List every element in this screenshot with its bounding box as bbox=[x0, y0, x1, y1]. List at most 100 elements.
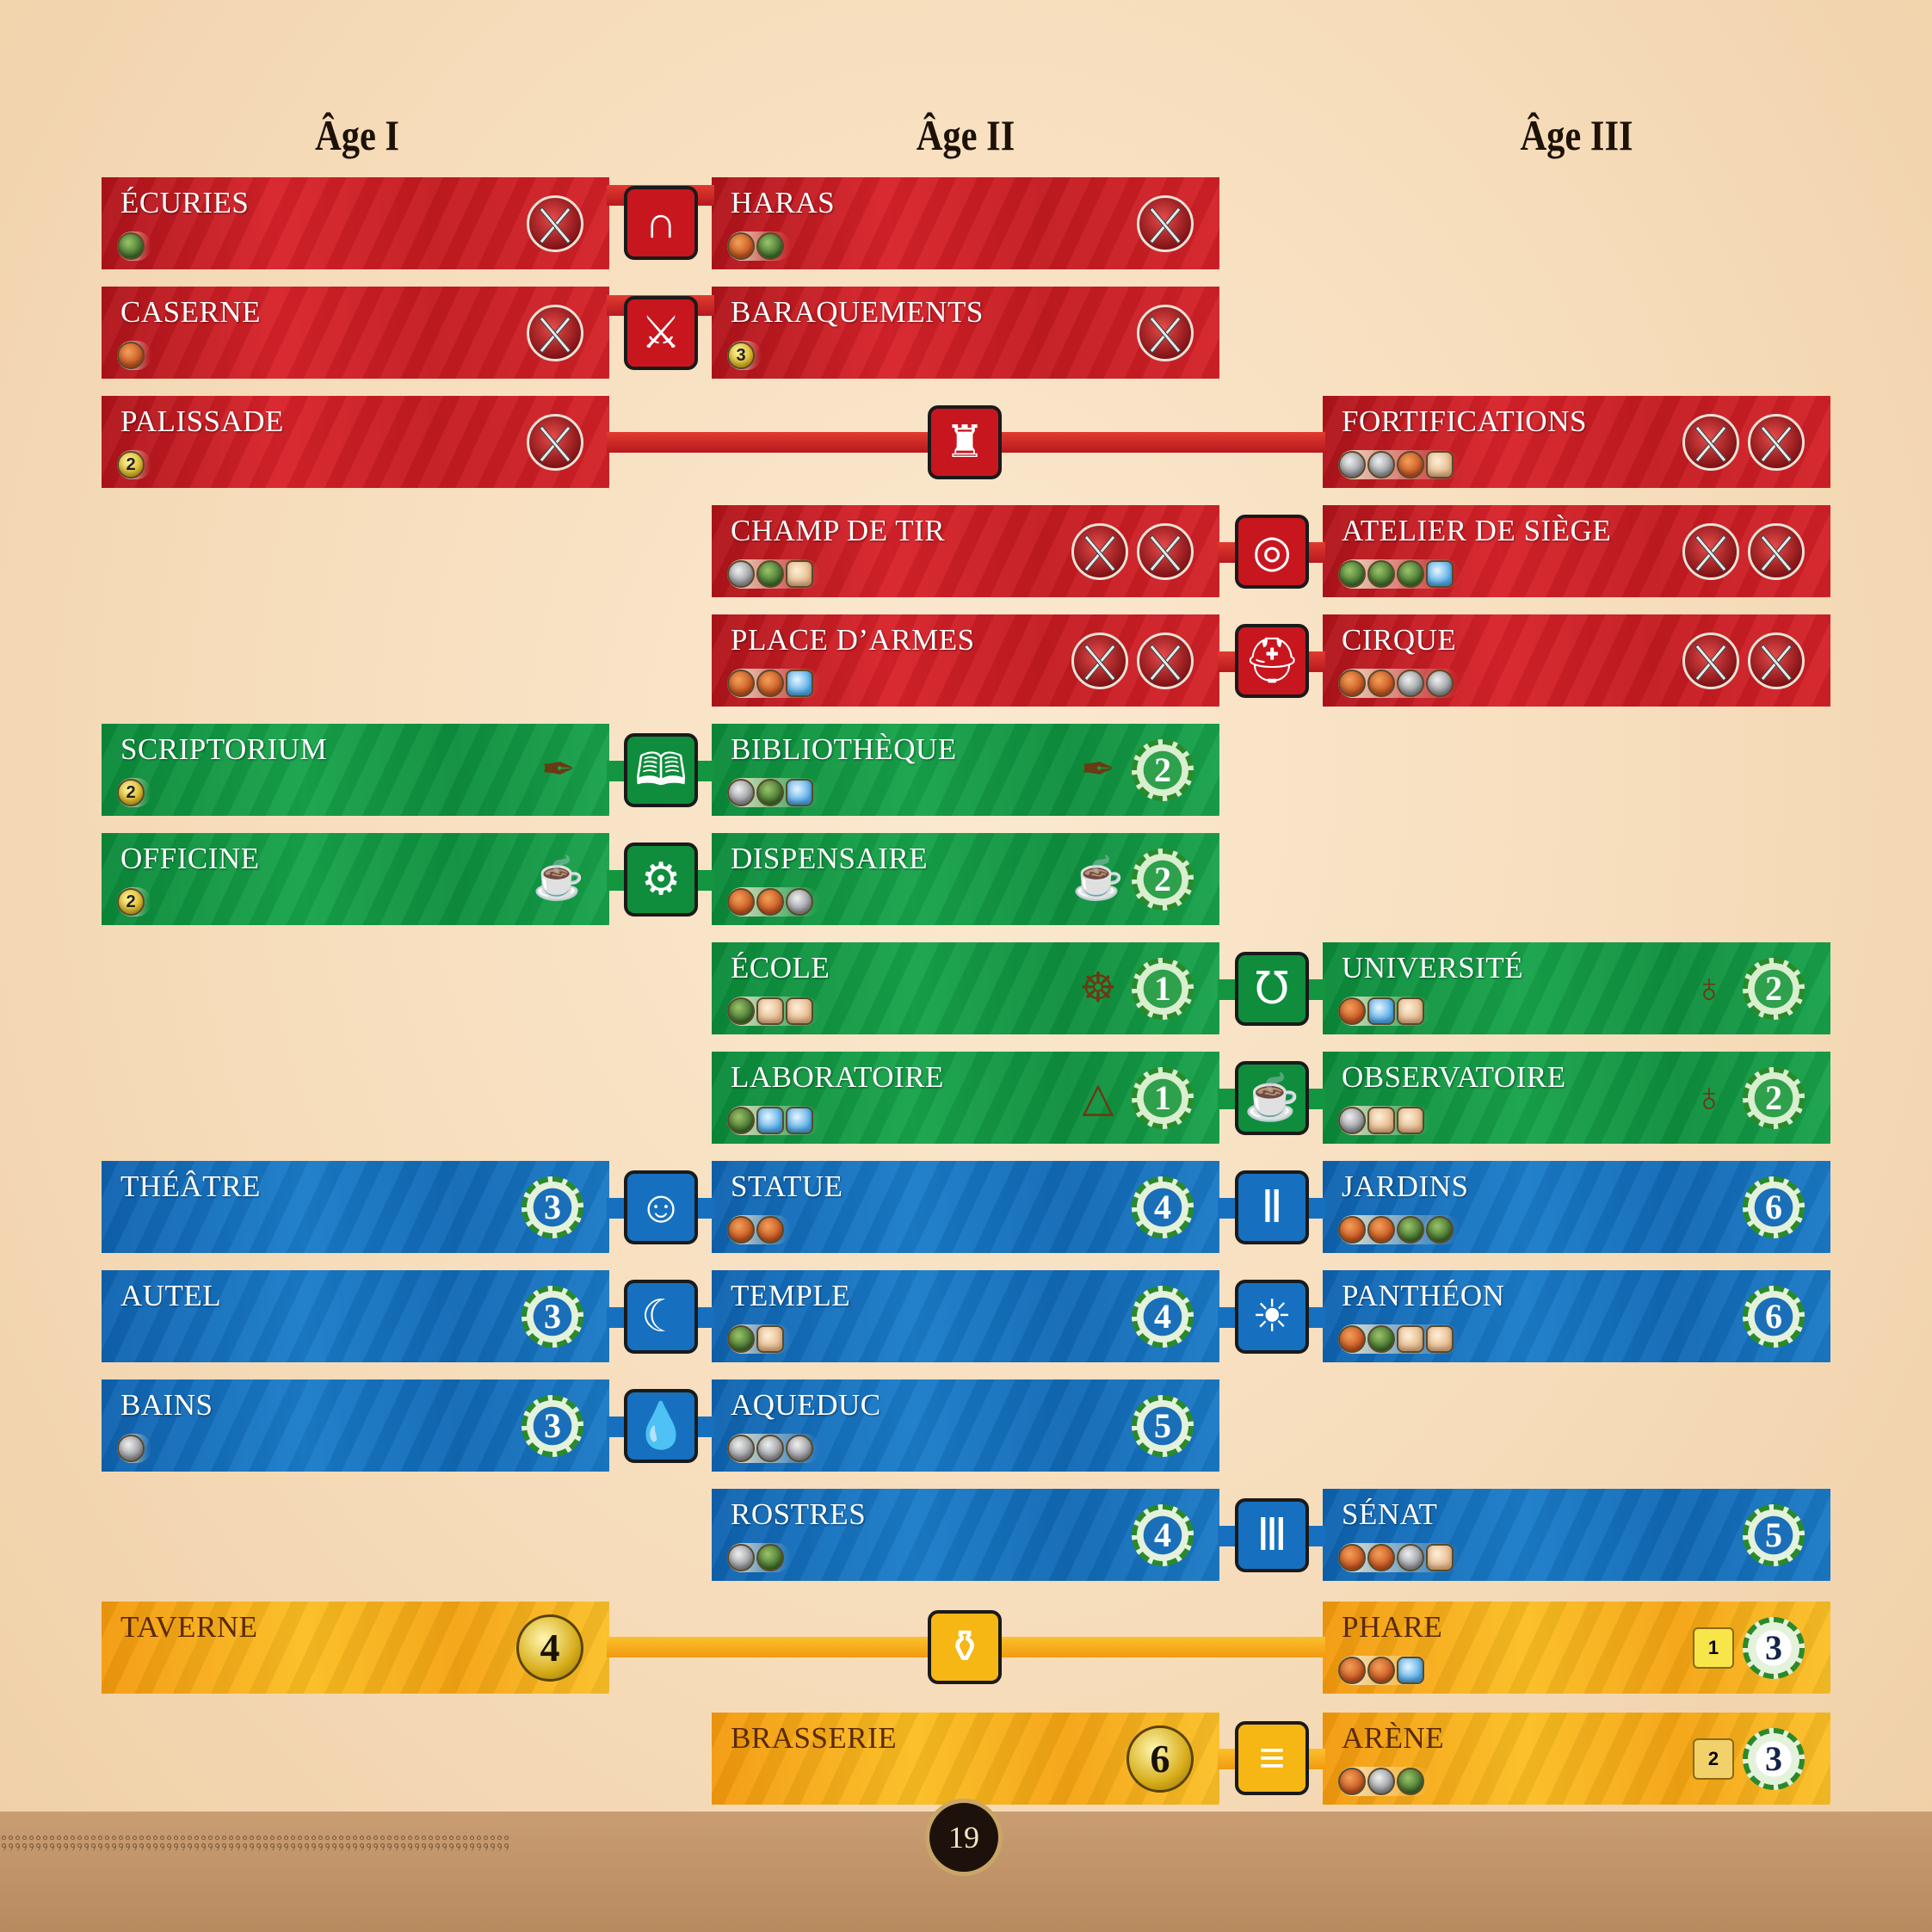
cost-strip bbox=[727, 669, 820, 698]
card-name: ARÈNE bbox=[1342, 1721, 1445, 1755]
wood-icon bbox=[756, 779, 784, 806]
clay-icon bbox=[1338, 1216, 1366, 1244]
laurel-icon: 3 bbox=[522, 1285, 583, 1348]
wood-icon bbox=[1397, 1216, 1424, 1244]
card-rostres: ROSTRES 4 bbox=[712, 1489, 1219, 1581]
wood-icon bbox=[1338, 560, 1366, 588]
glass-icon bbox=[786, 670, 813, 697]
cost-strip bbox=[727, 1324, 791, 1354]
card-effect: ☕ bbox=[533, 855, 584, 904]
cost-strip bbox=[727, 887, 820, 917]
drop-icon: 💧 bbox=[624, 1389, 698, 1463]
papyrus-icon bbox=[756, 997, 784, 1025]
laurel-icon: 3 bbox=[1743, 1616, 1805, 1679]
laurel-icon: 4 bbox=[1132, 1176, 1194, 1238]
stone-icon bbox=[1367, 1768, 1395, 1795]
glass-icon bbox=[786, 779, 813, 806]
clay-icon bbox=[727, 1216, 755, 1244]
card-effect bbox=[527, 194, 583, 252]
quill-icon: ✒ bbox=[540, 746, 577, 793]
card-name: DISPENSAIRE bbox=[731, 842, 929, 875]
pyramid-icon: 2 bbox=[1693, 1738, 1734, 1780]
laurel-icon: 6 bbox=[1743, 1176, 1805, 1238]
clay-icon bbox=[1338, 1768, 1366, 1795]
clay-icon bbox=[727, 232, 755, 260]
stone-icon bbox=[1397, 670, 1424, 697]
wood-icon bbox=[1397, 1768, 1424, 1795]
card-universite: UNIVERSITÉ ♁ 2 bbox=[1323, 942, 1830, 1034]
stone-icon bbox=[727, 779, 755, 806]
stone-icon bbox=[1338, 451, 1366, 478]
card-effect: 6 bbox=[1743, 1176, 1805, 1238]
card-name: HARAS bbox=[731, 186, 836, 219]
card-name: ATELIER DE SIÈGE bbox=[1342, 514, 1612, 547]
coin-icon: 2 bbox=[117, 779, 145, 806]
laurel-icon: 4 bbox=[1132, 1503, 1194, 1566]
wood-icon bbox=[1397, 560, 1424, 588]
wood-icon bbox=[727, 1325, 755, 1353]
card-dispensaire: DISPENSAIRE ☕ 2 bbox=[712, 833, 1219, 925]
papyrus-icon bbox=[1367, 1107, 1395, 1134]
cost-strip bbox=[1338, 559, 1460, 589]
helmet-icon: ⛑ bbox=[1235, 624, 1309, 698]
shield-icon bbox=[1682, 413, 1739, 471]
wood-icon bbox=[1426, 1216, 1454, 1244]
card-caserne: CASERNE bbox=[102, 287, 609, 379]
clay-icon bbox=[756, 670, 784, 697]
card-name: PANTHÉON bbox=[1342, 1279, 1505, 1312]
yellow-card-icon: 1 bbox=[1693, 1626, 1734, 1669]
cost-strip bbox=[727, 1106, 820, 1135]
cost-strip bbox=[1338, 1656, 1431, 1685]
clay-icon bbox=[1367, 1544, 1395, 1571]
cost-strip: 2 bbox=[117, 450, 151, 479]
card-effect: 3 bbox=[522, 1176, 583, 1238]
shield-icon bbox=[527, 304, 583, 361]
card-observatoire: OBSERVATOIRE ♁ 2 bbox=[1323, 1052, 1830, 1144]
stone-icon bbox=[727, 1544, 755, 1571]
glass-icon bbox=[1367, 997, 1395, 1025]
papyrus-icon bbox=[786, 997, 813, 1025]
lamp-icon: ☕ bbox=[1235, 1061, 1309, 1135]
wood-icon bbox=[727, 1107, 755, 1134]
laurel-icon: 1 bbox=[1132, 957, 1194, 1020]
card-name: BARAQUEMENTS bbox=[731, 295, 984, 329]
card-name: FORTIFICATIONS bbox=[1342, 404, 1587, 438]
card-pantheon: PANTHÉON 6 bbox=[1323, 1270, 1830, 1362]
card-effect: 6 bbox=[1743, 1285, 1805, 1348]
card-effect bbox=[1071, 632, 1194, 689]
card-jardins: JARDINS 6 bbox=[1323, 1161, 1830, 1253]
wood-icon bbox=[117, 232, 145, 260]
tower-icon: ♜ bbox=[928, 405, 1002, 479]
papyrus-icon bbox=[1397, 1325, 1424, 1353]
wood-icon bbox=[1367, 1325, 1395, 1353]
card-effect: 5 bbox=[1743, 1503, 1805, 1566]
card-name: OFFICINE bbox=[120, 842, 260, 875]
card-haras: HARAS bbox=[712, 177, 1219, 269]
column-icon: Ⅱ bbox=[1235, 1170, 1309, 1244]
stone-icon bbox=[727, 560, 755, 588]
card-name: AUTEL bbox=[120, 1279, 222, 1312]
card-brasserie: BRASSERIE 6 bbox=[712, 1713, 1219, 1805]
cost-strip: 3 bbox=[727, 341, 762, 370]
clay-icon bbox=[1338, 1325, 1366, 1353]
card-name: THÉÂTRE bbox=[120, 1170, 261, 1203]
clay-icon bbox=[1338, 1544, 1366, 1571]
card-ecole: ÉCOLE ☸ 1 bbox=[712, 942, 1219, 1034]
stone-icon bbox=[117, 1435, 145, 1462]
shield-icon bbox=[527, 194, 583, 252]
card-effect: 4 bbox=[1132, 1503, 1194, 1566]
glass-icon bbox=[786, 1107, 813, 1134]
temple-icon: Ⅲ bbox=[1235, 1498, 1309, 1572]
coin-icon: 2 bbox=[117, 888, 145, 916]
clay-icon bbox=[1367, 1216, 1395, 1244]
age-title-1: Âge I bbox=[315, 111, 399, 159]
laurel-icon: 2 bbox=[1132, 848, 1194, 910]
coin-icon: 4 bbox=[516, 1614, 583, 1682]
card-senat: SÉNAT 5 bbox=[1323, 1489, 1830, 1581]
cost-strip bbox=[1338, 1106, 1431, 1135]
lyre-icon: ℧ bbox=[1235, 952, 1309, 1026]
card-effect: ☕ 2 bbox=[1072, 848, 1194, 910]
page-number: 19 bbox=[925, 1799, 1003, 1876]
cost-strip bbox=[1338, 1215, 1460, 1244]
